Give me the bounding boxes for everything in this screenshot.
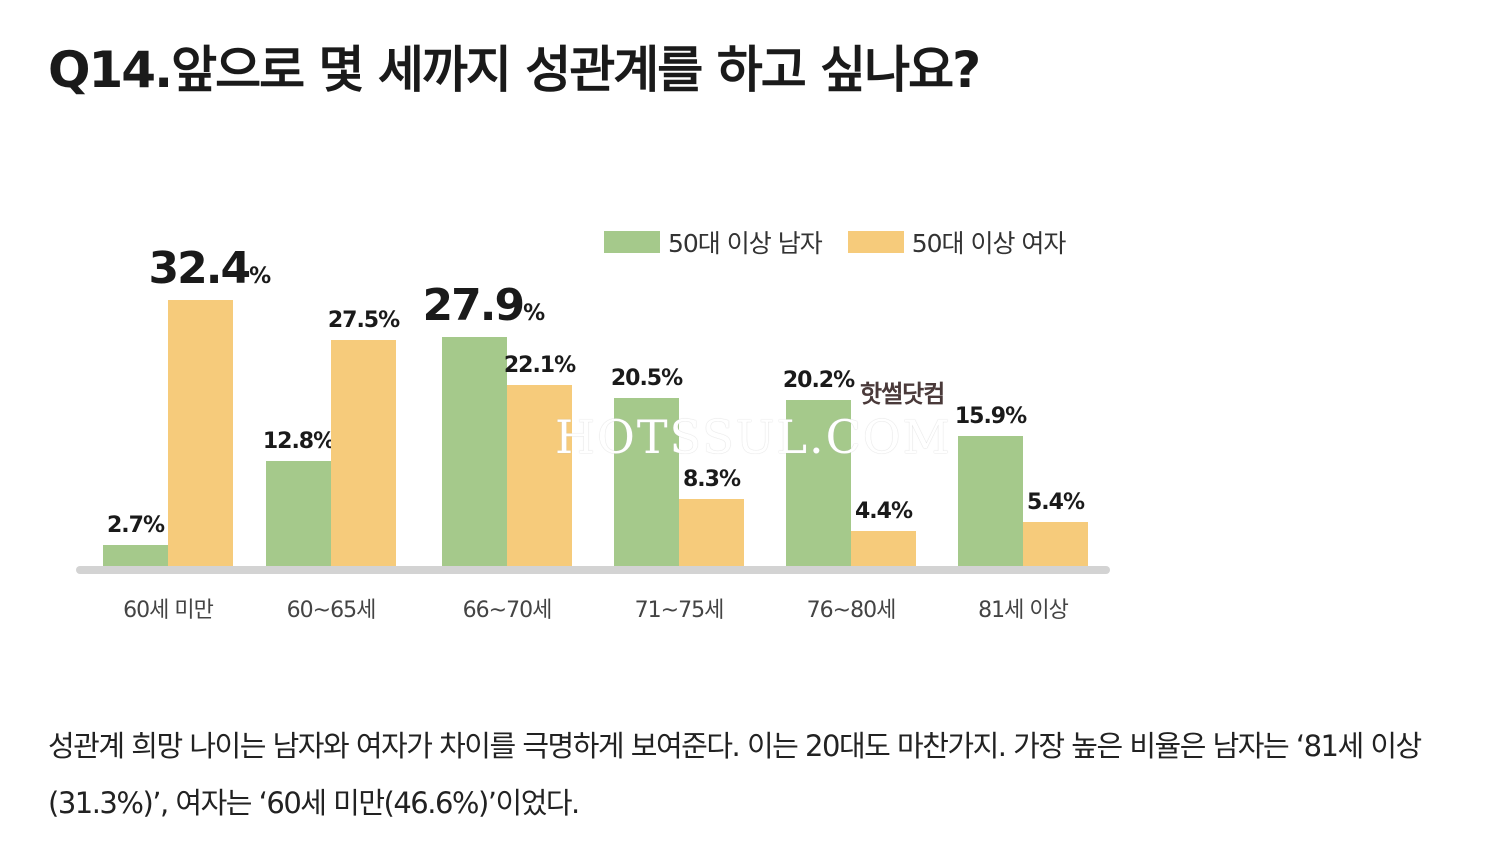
bar-male [442, 336, 507, 567]
bar-male [786, 400, 851, 567]
x-tick-label: 76~80세 [806, 598, 897, 623]
legend: 50대 이상 남자 50대 이상 여자 [604, 224, 1091, 260]
watermark: HOTSSUL.COM [555, 410, 952, 464]
data-label: 12.8% [262, 429, 335, 455]
bar-male [103, 544, 168, 567]
bar-female [507, 384, 572, 567]
bar-male [614, 397, 679, 567]
x-tick-label: 71~75세 [634, 598, 725, 623]
x-tick-label: 60세 미만 [123, 598, 214, 623]
data-label: 2.7% [106, 512, 165, 538]
legend-item-male: 50대 이상 남자 [604, 224, 823, 260]
legend-label-female: 50대 이상 여자 [911, 229, 1067, 258]
bar-female [168, 299, 233, 567]
bar-female [679, 498, 744, 567]
bar-male [958, 435, 1023, 567]
x-tick-label: 66~70세 [462, 598, 553, 623]
legend-item-female: 50대 이상 여자 [847, 224, 1067, 260]
data-label: 27.9% [422, 279, 546, 331]
data-label: 20.5% [610, 365, 683, 391]
bar-female [851, 530, 916, 567]
watermark-label: 핫썰닷컴 [860, 380, 945, 408]
x-tick-label: 60~65세 [286, 598, 377, 623]
body-text: 성관계 희망 나이는 남자와 여자가 차이를 극명하게 보여준다. 이는 20대… [48, 729, 1422, 820]
bar-male [266, 461, 331, 567]
legend-label-male: 50대 이상 남자 [668, 229, 823, 258]
legend-swatch-male [604, 231, 660, 253]
data-label: 8.3% [682, 466, 741, 492]
page-title: Q14.앞으로 몇 세까지 성관계를 하고 싶나요? [48, 41, 981, 99]
x-axis-line [76, 566, 1110, 574]
bar-female [1023, 522, 1088, 567]
x-tick-label: 81세 이상 [978, 598, 1069, 623]
data-label: 20.2% [782, 368, 855, 394]
data-label: 22.1% [503, 352, 576, 378]
data-label: 32.4% [148, 242, 272, 294]
bar-female [331, 340, 396, 567]
data-label: 4.4% [854, 498, 913, 524]
legend-swatch-female [847, 231, 904, 253]
data-label: 5.4% [1026, 490, 1085, 516]
data-label: 27.5% [327, 308, 400, 334]
data-label: 15.9% [954, 403, 1027, 429]
